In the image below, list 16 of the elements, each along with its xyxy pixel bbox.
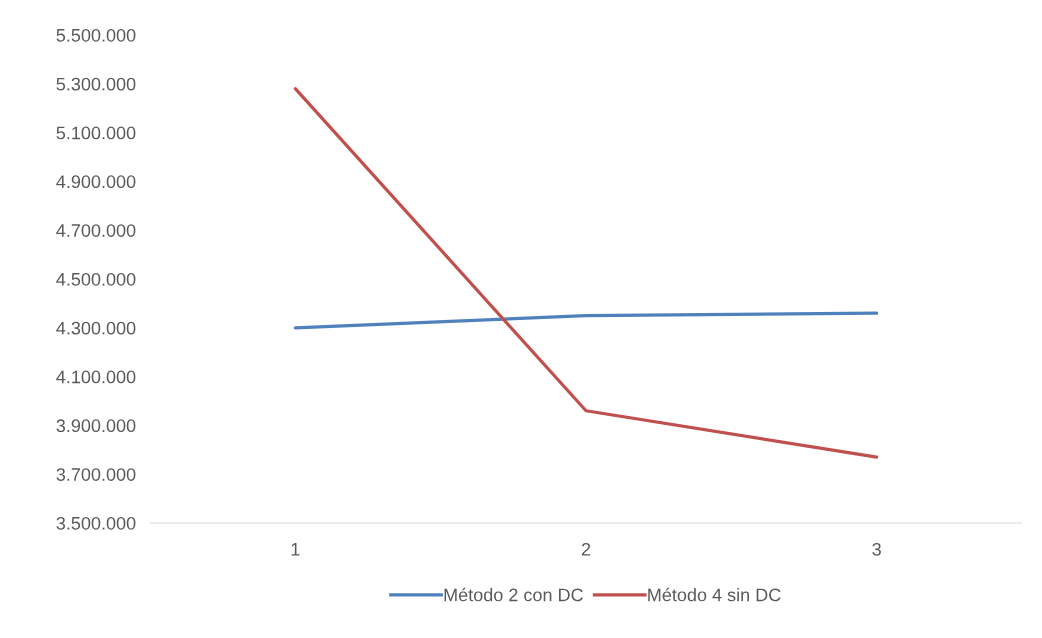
legend-label: Método 2 con DC (444, 587, 583, 602)
y-tick-label: 4.500.000 (56, 272, 136, 286)
x-tick-label: 1 (291, 543, 300, 556)
y-tick-label: 5.500.000 (56, 28, 136, 42)
y-tick-label: 4.100.000 (56, 370, 136, 384)
y-tick-label: 4.700.000 (56, 224, 136, 237)
legend-label: Método 4 sin DC (648, 587, 781, 602)
x-tick-label: 3 (872, 542, 881, 556)
y-tick-label: 4.900.000 (56, 175, 136, 189)
y-tick-label: 3.500.000 (56, 516, 136, 530)
y-tick-label: 4.300.000 (56, 321, 136, 335)
y-tick-label: 3.900.000 (56, 419, 136, 433)
y-tick-label: 5.100.000 (56, 126, 136, 140)
y-tick-label: 5.300.000 (56, 77, 136, 91)
x-tick-label: 2 (581, 542, 591, 556)
y-tick-label: 3.700.000 (56, 468, 136, 481)
